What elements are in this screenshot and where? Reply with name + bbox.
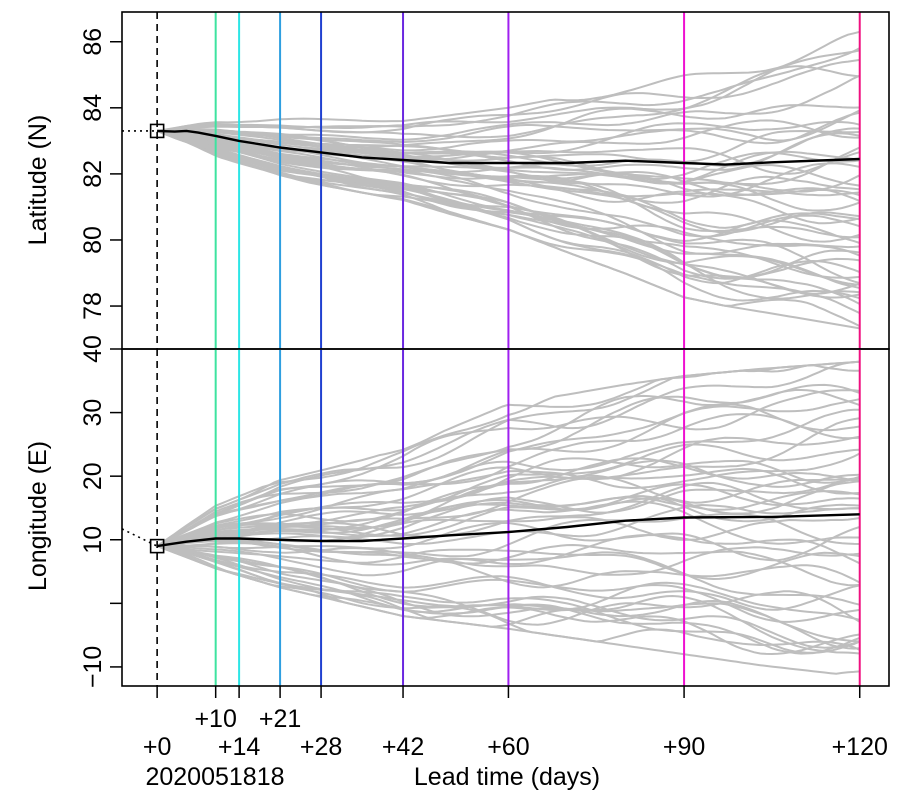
longitude-initial-point bbox=[149, 538, 165, 554]
longitude-y-tick-label: 20 bbox=[79, 462, 107, 490]
start-date-label: 2020051818 bbox=[145, 763, 284, 791]
latitude-y-tick-label: 78 bbox=[79, 292, 107, 320]
plot-layer: 78 80 82 84 86 −10 10 20 30 40 +0 +10+14+21+28 +42 +6… bbox=[79, 11, 890, 761]
latitude-y-tick-label: 84 bbox=[79, 94, 107, 122]
longitude-y-tick-label: −10 bbox=[79, 646, 107, 688]
longitude-ensemble-mean bbox=[156, 513, 860, 548]
longitude-prior-track bbox=[122, 528, 158, 547]
longitude-y-tick-label: 10 bbox=[79, 526, 107, 554]
lead-label-120: +120 bbox=[832, 733, 888, 761]
latitude-y-tick-label: 80 bbox=[79, 226, 107, 254]
lead-label-60: +60 bbox=[487, 733, 529, 761]
latitude-plot-area bbox=[122, 12, 861, 349]
x-axis-title: Lead time (days) bbox=[414, 763, 600, 791]
latitude-y-tick-label: 86 bbox=[79, 28, 107, 56]
latitude-initial-point bbox=[149, 123, 165, 139]
lead-label-90: +90 bbox=[663, 733, 705, 761]
label-layer: 2020051818 Lead time (days) Latitude (N)… bbox=[24, 115, 600, 791]
latitude-axis-title: Latitude (N) bbox=[24, 115, 52, 246]
latitude-ensemble-mean bbox=[157, 129, 860, 166]
lead-label-14: +14 bbox=[218, 733, 261, 761]
longitude-y-tick-label: 30 bbox=[79, 399, 107, 427]
longitude-plot-area bbox=[122, 349, 861, 686]
longitude-axis-title: Longitude (E) bbox=[24, 441, 52, 591]
lead-label-0: +0 bbox=[143, 733, 172, 761]
longitude-y-tick-label: 40 bbox=[79, 335, 107, 363]
lead-label-21: +21 bbox=[259, 705, 301, 733]
latitude-y-tick-label: 82 bbox=[79, 160, 107, 188]
longitude-panel-frame bbox=[121, 348, 890, 687]
lead-label-42: +42 bbox=[382, 733, 424, 761]
lead-label-28: +28 bbox=[300, 733, 342, 761]
lead-label-10: +10 bbox=[194, 705, 236, 733]
